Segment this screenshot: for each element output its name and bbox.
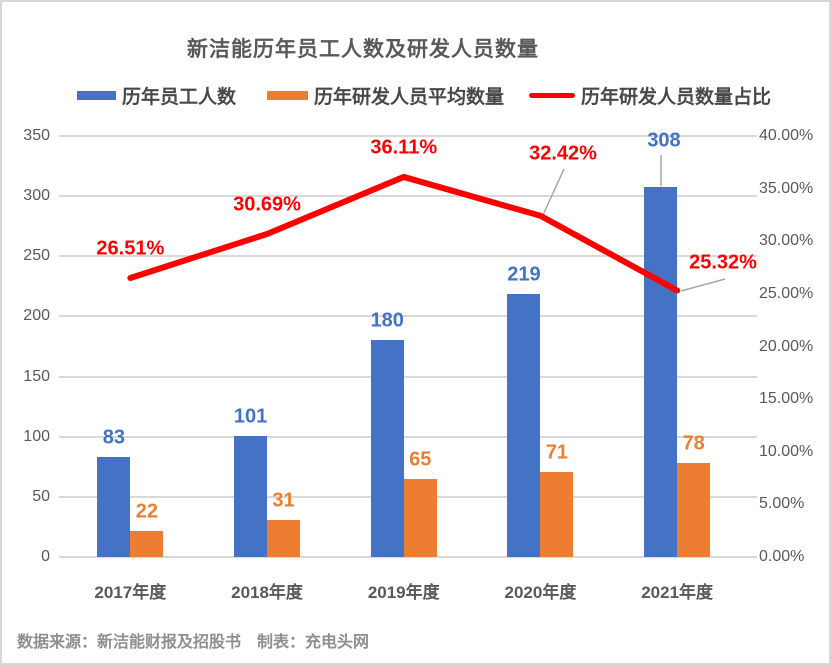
employee-bar (644, 186, 678, 557)
employee-bar (234, 435, 268, 557)
label-leader-line (680, 278, 726, 292)
right-axis-tick: 40.00% (759, 127, 814, 144)
employee-bar (507, 293, 541, 557)
employee-bar-label: 83 (102, 426, 125, 449)
left-axis-tick: 300 (23, 187, 50, 205)
rd-staff-bar (403, 478, 437, 557)
gridline (59, 435, 757, 438)
orange-bar-swatch-icon (267, 91, 308, 100)
left-axis-tick: 250 (23, 247, 50, 265)
gridline (59, 315, 757, 318)
gridline (59, 135, 757, 137)
right-axis-tick: 0.00% (759, 548, 805, 565)
rd-staff-bar-label: 71 (545, 441, 569, 464)
right-axis-tick: 20.00% (759, 337, 814, 355)
rd-staff-bar-label: 65 (409, 448, 432, 471)
blue-bar-swatch-icon (77, 91, 116, 100)
legend-item-rd-ratio: 历年研发人员数量占比 (529, 85, 772, 108)
x-axis-tick: 2019年度 (367, 583, 440, 602)
left-axis-tick: 350 (23, 127, 50, 144)
x-axis-tick: 2021年度 (641, 583, 714, 602)
employee-bar-label: 308 (647, 129, 681, 152)
employee-bar (97, 457, 131, 557)
footer: 数据来源：新洁能财报及招股书 制表：充电头网 (17, 628, 369, 652)
left-axis-tick: 150 (23, 367, 50, 385)
rd-staff-bar (267, 519, 301, 557)
right-axis-tick: 25.00% (759, 284, 814, 302)
gridline (59, 375, 757, 378)
x-axis-tick: 2020年度 (504, 583, 577, 602)
employee-bar-label: 180 (370, 309, 404, 332)
x-axis-tick: 2018年度 (231, 583, 303, 602)
rd-ratio-label: 32.42% (529, 142, 597, 165)
left-axis-tick: 50 (32, 487, 50, 505)
legend-item-rd-staff: 历年研发人员平均数量 (267, 85, 505, 108)
right-axis-tick: 5.00% (759, 495, 805, 513)
rd-ratio-label: 30.69% (233, 193, 301, 216)
rd-ratio-label: 26.51% (96, 237, 165, 260)
chart-title: 新洁能历年员工人数及研发人员数量 (187, 38, 539, 61)
right-axis-tick: 15.00% (759, 390, 814, 408)
legend-label-rd-staff: 历年研发人员平均数量 (314, 87, 505, 108)
legend-label-rd-ratio: 历年研发人员数量占比 (581, 87, 772, 108)
rd-staff-bar (677, 463, 711, 557)
legend-label-employees: 历年员工人数 (122, 87, 237, 108)
legend-item-employees: 历年员工人数 (77, 85, 237, 108)
x-axis-tick: 2017年度 (94, 583, 167, 602)
right-axis-tick: 10.00% (759, 442, 814, 460)
rd-ratio-line (127, 173, 681, 294)
right-axis-tick: 35.00% (759, 179, 814, 197)
rd-staff-bar-label: 78 (682, 432, 705, 455)
rd-staff-bar-label: 22 (135, 500, 158, 523)
rd-ratio-label: 36.11% (370, 136, 438, 159)
label-leader-line (542, 168, 565, 216)
rd-ratio-label: 25.32% (689, 251, 757, 274)
left-axis-tick: 200 (23, 307, 50, 325)
gridline (59, 556, 757, 558)
rd-staff-bar (130, 530, 164, 557)
left-axis-tick: 100 (23, 427, 50, 445)
red-line-swatch-icon (529, 93, 575, 98)
employee-bar-label: 101 (233, 405, 268, 427)
data-source-text: 数据来源：新洁能财报及招股书 (17, 634, 242, 651)
chart-maker-text: 制表：充电头网 (257, 634, 370, 651)
employee-bar (370, 340, 404, 557)
rd-staff-bar-label: 31 (272, 489, 295, 512)
right-axis-tick: 30.00% (759, 232, 814, 250)
employee-bar-label: 219 (507, 263, 541, 286)
left-axis-tick: 0 (41, 548, 50, 565)
rd-staff-bar (540, 471, 574, 557)
